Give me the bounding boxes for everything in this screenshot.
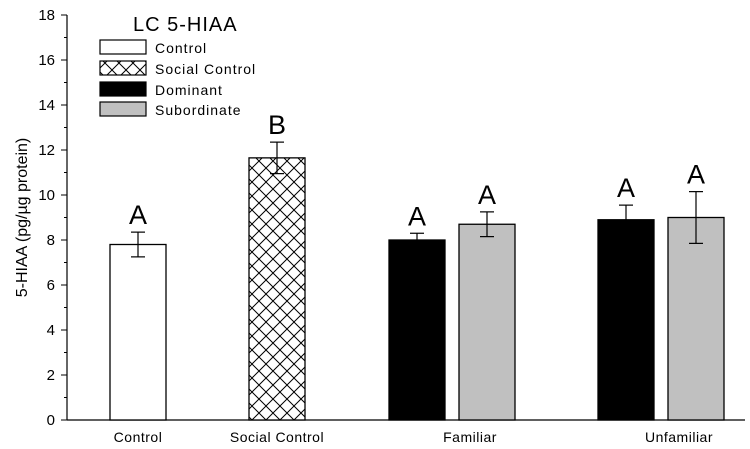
y-tick-label: 4: [47, 322, 55, 339]
bar-unfamiliar-dominant: [597, 219, 655, 421]
x-category-label-social-control: Social Control: [230, 429, 324, 445]
legend-label-social-control: Social Control: [155, 61, 256, 77]
legend-title: LC 5-HIAA: [133, 14, 238, 36]
legend-swatch-dominant: [99, 81, 147, 97]
y-tick-label: 0: [47, 412, 55, 429]
y-tick-label: 6: [47, 277, 55, 294]
x-category-label-control: Control: [114, 429, 163, 445]
legend-swatch-social-control: [99, 60, 147, 76]
y-tick-label: 16: [38, 52, 55, 69]
significance-label: A: [408, 201, 426, 231]
bar-unfamiliar-subordinate: [667, 216, 725, 421]
bar-familiar-subordinate: [458, 223, 516, 421]
bar-social-control-social-control: [248, 157, 306, 421]
y-axis-title: 5-HIAA (pg/µg protein): [14, 138, 31, 298]
x-category-label-unfamiliar: Unfamiliar: [645, 429, 713, 445]
legend-label-control: Control: [155, 40, 207, 56]
significance-label: B: [268, 110, 286, 140]
y-tick-label: 12: [38, 142, 55, 159]
legend: LC 5-HIAA Control Social Control Dominant Su…: [99, 14, 256, 118]
x-category-label-familiar: Familiar: [443, 429, 497, 445]
y-tick-label: 2: [47, 367, 55, 384]
legend-label-subordinate: Subordinate: [155, 102, 242, 118]
y-tick-label: 14: [38, 97, 55, 114]
legend-label-dominant: Dominant: [155, 82, 223, 98]
legend-swatch-control: [99, 39, 147, 55]
significance-label: A: [687, 160, 705, 190]
y-tick-label: 10: [38, 187, 55, 204]
significance-label: A: [129, 200, 147, 230]
y-tick-label: 18: [38, 7, 55, 24]
legend-swatch-subordinate: [99, 101, 147, 117]
bar-familiar-dominant: [388, 239, 446, 421]
y-tick-label: 8: [47, 232, 55, 249]
bars-layer: A B A A A A: [109, 110, 725, 421]
significance-label: A: [478, 180, 496, 210]
significance-label: A: [617, 173, 635, 203]
axes-layer: 0 2 4 6 8 10 12 14 16 18 5-HIAA (pg/µg protein) Con…: [14, 7, 745, 445]
bar-control-control: [109, 243, 167, 421]
